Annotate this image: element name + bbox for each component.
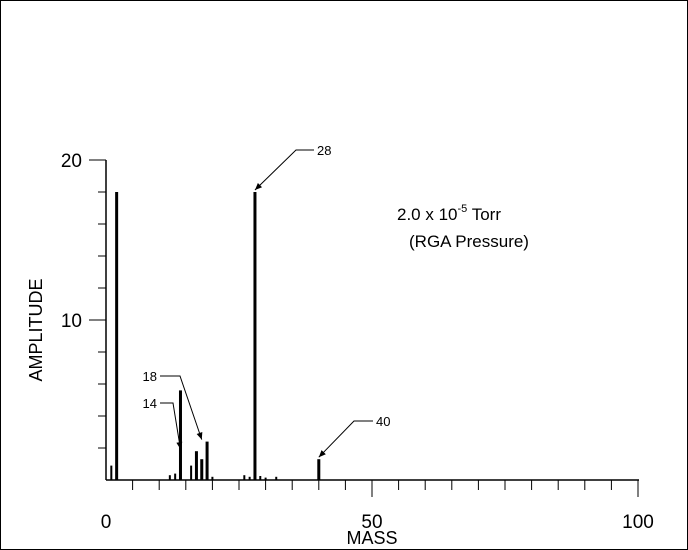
pressure-note: 2.0 x 10-5 Torr (RGA Pressure) <box>397 203 529 251</box>
bar <box>275 476 278 480</box>
axis-ticks <box>89 159 639 497</box>
bar <box>243 475 246 480</box>
annotation-40: 40 <box>318 414 390 458</box>
bar <box>115 192 119 480</box>
annotation-label: 18 <box>143 369 157 384</box>
bar <box>205 441 209 480</box>
tick-labels: 0 50 100 10 20 <box>61 151 654 533</box>
annotation-leader <box>318 420 373 458</box>
bar <box>317 459 321 480</box>
bars <box>110 192 321 480</box>
y-axis-title: AMPLITUDE <box>26 278 46 381</box>
annotation-18: 18 <box>143 369 203 440</box>
annotation-28: 28 <box>254 143 331 191</box>
bar <box>259 476 262 480</box>
bar <box>178 390 182 480</box>
y-tick-label: 10 <box>61 311 82 332</box>
annotation-label: 40 <box>376 414 390 429</box>
bar <box>194 451 198 480</box>
x-axis-title: MASS <box>346 528 397 548</box>
bar <box>110 465 113 480</box>
bar <box>168 475 171 480</box>
note-exponent: -5 <box>458 203 468 215</box>
annotation-leader <box>160 402 181 450</box>
bar <box>174 473 177 480</box>
bar <box>264 477 267 480</box>
x-tick-label: 50 <box>361 512 382 533</box>
annotation-arrowhead <box>196 432 203 440</box>
note-line1-suffix: Torr <box>467 205 501 224</box>
note-line2: (RGA Pressure) <box>409 232 529 251</box>
annotation-arrowhead <box>176 441 183 450</box>
svg-text:2.0 x 10-5 Torr: 2.0 x 10-5 Torr <box>397 203 501 224</box>
bar <box>253 192 257 480</box>
annotation-label: 14 <box>143 396 157 411</box>
note-line1-prefix: 2.0 x 10 <box>397 205 458 224</box>
annotation-label: 28 <box>317 143 331 158</box>
annotation-14: 14 <box>143 396 183 450</box>
annotation-arrowhead <box>318 450 326 458</box>
bar <box>190 465 193 480</box>
x-tick-label: 0 <box>101 512 112 533</box>
bar <box>248 476 251 480</box>
bar <box>211 476 214 480</box>
annotation-leader <box>254 149 314 191</box>
annotation-leader <box>160 375 203 440</box>
annotations: 28 18 14 40 <box>143 143 390 458</box>
x-tick-label: 100 <box>622 512 654 533</box>
bar <box>200 459 204 480</box>
annotation-arrowhead <box>254 182 263 190</box>
y-tick-label: 20 <box>61 151 82 172</box>
